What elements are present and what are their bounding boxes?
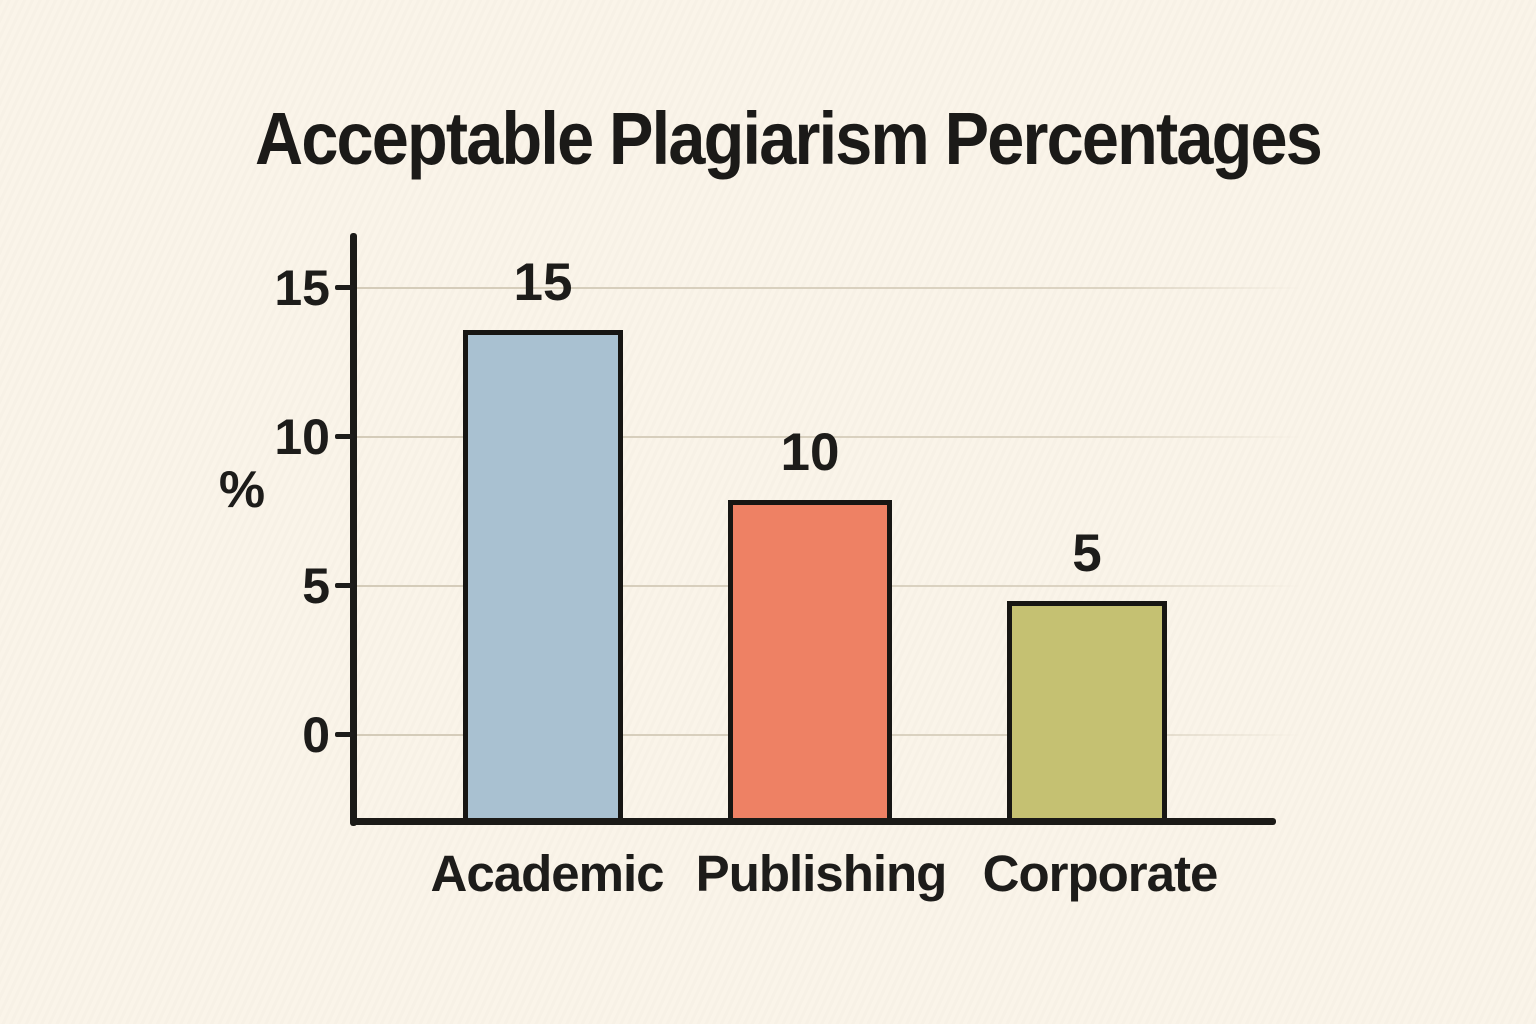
- value-label-corporate: 5: [1072, 523, 1102, 583]
- y-tick-label-15: 15: [274, 260, 330, 316]
- bar-academic: [463, 329, 623, 824]
- x-axis-line: [350, 818, 1276, 825]
- category-label-publishing: Publishing: [695, 845, 948, 902]
- y-tick-0: [335, 732, 354, 737]
- y-tick-label-10: 10: [274, 409, 330, 465]
- y-tick-label-5: 5: [302, 558, 330, 614]
- y-axis-label: %: [218, 461, 266, 519]
- chart-title: Acceptable Plagiarism Percentages: [255, 97, 1323, 180]
- category-label-corporate: Corporate: [982, 845, 1219, 902]
- bar-publishing: [728, 499, 892, 824]
- value-label-academic: 15: [513, 252, 573, 312]
- y-tick-10: [335, 434, 354, 439]
- y-axis-line: [350, 233, 357, 826]
- y-tick-15: [335, 285, 354, 290]
- y-tick-label-0: 0: [302, 707, 330, 763]
- gridline-10: [357, 436, 1302, 438]
- category-label-academic: Academic: [430, 845, 665, 902]
- bar-corporate: [1007, 600, 1167, 824]
- y-tick-5: [335, 583, 354, 588]
- gridline-15: [357, 287, 1302, 289]
- value-label-publishing: 10: [780, 422, 840, 482]
